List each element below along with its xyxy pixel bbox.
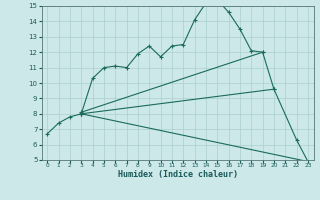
X-axis label: Humidex (Indice chaleur): Humidex (Indice chaleur) xyxy=(118,170,237,179)
